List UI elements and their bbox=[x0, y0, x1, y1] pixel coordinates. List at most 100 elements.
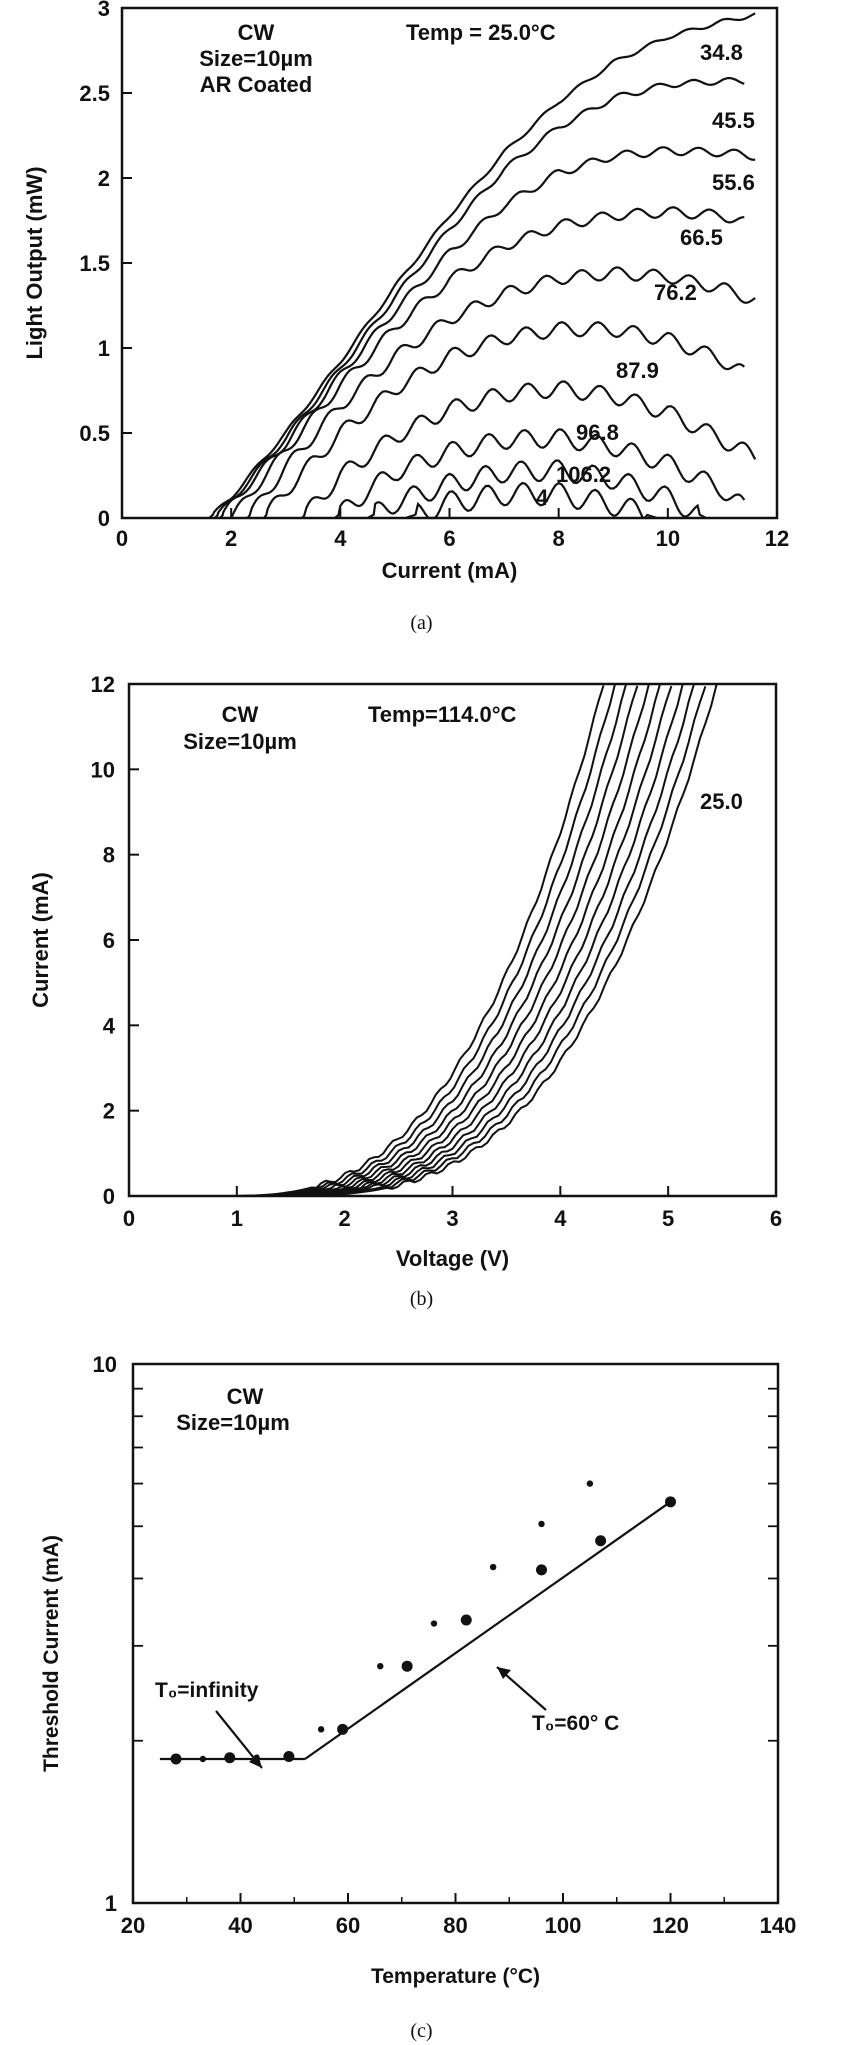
annotation-cw: CW bbox=[227, 1384, 264, 1409]
y-tick-label: 6 bbox=[103, 928, 115, 953]
curve-label: 66.5 bbox=[680, 225, 723, 250]
annotation-t0-60: T₀=60° C bbox=[532, 1712, 619, 1735]
data-point bbox=[595, 1535, 607, 1547]
curve-label: 76.2 bbox=[654, 280, 697, 305]
y-tick-label: 2.5 bbox=[79, 81, 110, 106]
data-point bbox=[665, 1496, 676, 1508]
y-tick-label: 1 bbox=[98, 336, 110, 361]
li-curve bbox=[208, 12, 756, 519]
y-tick-label: 2 bbox=[103, 1099, 115, 1124]
data-point bbox=[586, 1480, 594, 1487]
x-axis-label: Temperature (°C) bbox=[371, 1965, 540, 1988]
x-tick-label: 0 bbox=[123, 1206, 135, 1231]
caption-a: (a) bbox=[410, 612, 433, 634]
curve-label: 45.5 bbox=[712, 108, 755, 133]
li-curve bbox=[334, 428, 746, 519]
caption-c: (c) bbox=[410, 2020, 433, 2042]
y-axis-label: Light Output (mW) bbox=[22, 166, 47, 359]
iv-curve bbox=[249, 685, 673, 1197]
annotation-t0-infinity: T₀=infinity bbox=[155, 1679, 259, 1702]
curve-label: 87.9 bbox=[616, 358, 659, 383]
li-curve bbox=[246, 266, 756, 519]
y-tick-label: 4 bbox=[103, 1013, 116, 1038]
data-point bbox=[377, 1662, 384, 1670]
data-point bbox=[317, 1726, 325, 1733]
fit-line bbox=[304, 1500, 672, 1760]
x-tick-label: 6 bbox=[770, 1206, 782, 1231]
annotation-cw: CW bbox=[238, 20, 275, 45]
data-point bbox=[460, 1614, 472, 1626]
curve-label: 34.8 bbox=[700, 40, 743, 65]
y-tick-label: 8 bbox=[103, 843, 115, 868]
x-tick-label: 80 bbox=[443, 1913, 467, 1938]
x-tick-label: 2 bbox=[225, 526, 237, 551]
y-tick-label: 10 bbox=[93, 1352, 117, 1377]
threshold-current-chart: 20 40 60 80 100 120 140 1 10 Temperature (°C) Thre… bbox=[40, 1352, 797, 1988]
y-tick-label: 1.5 bbox=[79, 251, 110, 276]
panel-b: 0 1 2 3 4 5 6 0 2 4 6 8 10 12 Voltage (V) Current (mA) C… bbox=[0, 650, 843, 1330]
y-tick-label: 0 bbox=[98, 506, 110, 531]
x-tick-label: 8 bbox=[553, 526, 565, 551]
x-tick-label: 60 bbox=[336, 1913, 360, 1938]
annotation-temp: Temp = 25.0°C bbox=[406, 20, 556, 45]
iv-curve bbox=[264, 685, 707, 1197]
y-tick-label: 10 bbox=[91, 757, 115, 782]
x-tick-label: 5 bbox=[662, 1206, 674, 1231]
x-tick-label: 140 bbox=[760, 1913, 797, 1938]
annotation-size: Size=10µm bbox=[199, 46, 313, 71]
y-tick-label: 0.5 bbox=[79, 421, 110, 446]
x-tick-label: 100 bbox=[545, 1913, 582, 1938]
y-axis-label: Threshold Current (mA) bbox=[40, 1535, 63, 1772]
x-tick-label: 4 bbox=[554, 1206, 567, 1231]
li-curve bbox=[301, 380, 757, 519]
data-point bbox=[170, 1753, 182, 1765]
li-curve bbox=[367, 459, 707, 519]
x-tick-label: 2 bbox=[339, 1206, 351, 1231]
curve-label: 25.0 bbox=[700, 789, 743, 814]
iv-curve bbox=[225, 684, 616, 1197]
x-tick-label: 20 bbox=[121, 1913, 145, 1938]
panel-c: 20 40 60 80 100 120 140 1 10 Temperature (°C) Thre… bbox=[0, 1330, 843, 2045]
curve-label: 106.2 bbox=[556, 462, 611, 487]
li-curve bbox=[214, 77, 745, 519]
caption-b: (b) bbox=[409, 1288, 434, 1310]
x-tick-label: 1 bbox=[231, 1206, 243, 1231]
y-tick-label: 12 bbox=[91, 672, 115, 697]
li-curve bbox=[263, 321, 746, 519]
y-tick-label: 1 bbox=[105, 1891, 117, 1916]
y-tick-label: 2 bbox=[98, 166, 110, 191]
data-point bbox=[538, 1520, 545, 1528]
plot-frame bbox=[131, 1362, 780, 1905]
x-tick-label: 10 bbox=[656, 526, 680, 551]
annotation-size: Size=10µm bbox=[176, 1410, 290, 1435]
x-tick-label: 3 bbox=[446, 1206, 458, 1231]
panel-a: 0 2 4 6 8 10 12 0 0.5 1 1.5 2 2.5 3 Current (mA) Light … bbox=[0, 0, 843, 650]
y-tick-label: 0 bbox=[103, 1184, 115, 1209]
li-curve bbox=[405, 481, 658, 520]
data-point bbox=[283, 1750, 295, 1762]
x-axis-label: Voltage (V) bbox=[396, 1246, 509, 1271]
light-output-chart: 0 2 4 6 8 10 12 0 0.5 1 1.5 2 2.5 3 Current (mA) Light … bbox=[22, 0, 789, 583]
data-point bbox=[430, 1620, 438, 1627]
iv-curve bbox=[259, 683, 695, 1197]
arrow-head bbox=[497, 1667, 511, 1679]
curve-label: 96.8 bbox=[576, 420, 619, 445]
curve-label: 55.6 bbox=[712, 170, 755, 195]
x-tick-label: 0 bbox=[116, 526, 128, 551]
x-tick-label: 4 bbox=[334, 526, 347, 551]
annotation-coating: AR Coated bbox=[200, 72, 312, 97]
arrow-head bbox=[249, 1754, 262, 1768]
annotation-size: Size=10µm bbox=[183, 729, 297, 754]
data-point bbox=[199, 1755, 207, 1763]
annotation-cw: CW bbox=[222, 702, 259, 727]
data-point bbox=[536, 1564, 547, 1576]
x-tick-label: 120 bbox=[652, 1913, 689, 1938]
y-axis-label: Current (mA) bbox=[28, 872, 53, 1008]
y-tick-label: 3 bbox=[98, 0, 110, 21]
x-axis-label: Current (mA) bbox=[382, 558, 518, 583]
curve-label: 4 bbox=[536, 485, 549, 510]
x-tick-label: 6 bbox=[443, 526, 455, 551]
data-point bbox=[337, 1723, 349, 1735]
data-point bbox=[401, 1660, 413, 1672]
